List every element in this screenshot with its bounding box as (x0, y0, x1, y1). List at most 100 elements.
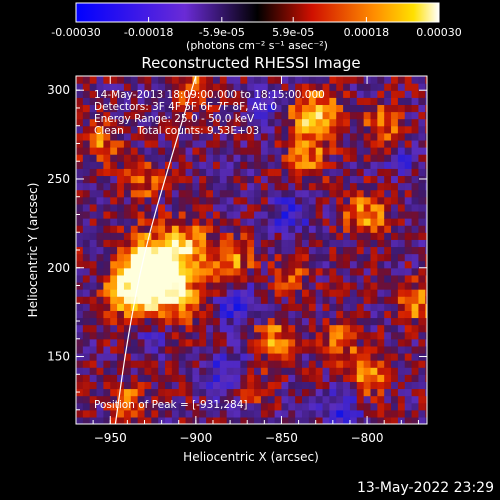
heatmap-cell (137, 168, 146, 177)
heatmap-cell (274, 182, 283, 191)
heatmap-cell (260, 90, 269, 98)
heatmap-cell (384, 324, 392, 333)
heatmap-cell (254, 367, 262, 375)
heatmap-cell (281, 196, 289, 205)
heatmap-cell (82, 239, 91, 248)
heatmap-cell (178, 196, 187, 205)
heatmap-cell (315, 104, 324, 113)
heatmap-cell (240, 324, 248, 333)
heatmap-cell (110, 374, 118, 382)
heatmap-cell (178, 76, 187, 84)
heatmap-cell (274, 210, 283, 219)
heatmap-cell (212, 267, 221, 276)
heatmap-cell (233, 402, 241, 411)
heatmap-cell (411, 232, 420, 240)
heatmap-cell (130, 104, 139, 113)
heatmap-cell (336, 97, 344, 106)
heatmap-cell (158, 260, 166, 269)
heatmap-cell (130, 125, 139, 134)
heatmap-cell (384, 267, 392, 276)
heatmap-cell (103, 83, 111, 91)
heatmap-cell (308, 203, 317, 212)
heatmap-cell (178, 360, 187, 368)
heatmap-cell (212, 246, 221, 255)
heatmap-cell (192, 246, 200, 255)
heatmap-cell (199, 317, 207, 326)
heatmap-cell (322, 147, 331, 155)
heatmap-cell (192, 125, 200, 134)
heatmap-cell (76, 402, 84, 411)
heatmap-cell (192, 232, 200, 240)
heatmap-cell (89, 402, 98, 411)
heatmap-cell (185, 189, 194, 198)
heatmap-cell (185, 345, 194, 354)
heatmap-cell (315, 182, 324, 191)
heatmap-cell (110, 303, 118, 311)
heatmap-cell (343, 175, 351, 184)
heatmap-cell (404, 175, 413, 184)
heatmap-cell (336, 367, 344, 375)
heatmap-cell (219, 175, 228, 184)
heatmap-cell (165, 118, 173, 127)
heatmap-cell (137, 139, 146, 148)
heatmap-cell (315, 289, 324, 297)
heatmap-cell (226, 182, 235, 191)
heatmap-cell (137, 147, 146, 155)
heatmap-cell (315, 317, 324, 326)
heatmap-cell (302, 239, 310, 248)
heatmap-cell (281, 317, 289, 326)
heatmap-cell (89, 203, 98, 212)
heatmap-cell (356, 154, 365, 162)
heatmap-cell (76, 161, 84, 169)
heatmap-cell (185, 317, 194, 326)
heatmap-cell (260, 132, 269, 141)
heatmap-cell (322, 175, 331, 184)
heatmap-cell (336, 168, 344, 177)
heatmap-cell (411, 253, 420, 262)
heatmap-cell (397, 76, 406, 84)
heatmap-cell (308, 246, 317, 255)
heatmap-cell (96, 239, 104, 248)
heatmap-cell (281, 331, 289, 340)
heatmap-cell (219, 289, 228, 297)
heatmap-cell (281, 111, 289, 120)
heatmap-cell (384, 139, 392, 148)
heatmap-cell (336, 104, 344, 113)
heatmap-cell (96, 218, 104, 226)
heatmap-cell (418, 161, 426, 169)
heatmap-cell (356, 83, 365, 91)
heatmap-cell (363, 175, 372, 184)
heatmap-cell (103, 402, 111, 411)
heatmap-cell (123, 182, 132, 191)
heatmap-cell (295, 97, 303, 106)
heatmap-cell (295, 147, 303, 155)
heatmap-cell (267, 132, 276, 141)
colorbar-unit-label: (photons cm⁻² s⁻¹ asec⁻²) (186, 39, 328, 52)
heatmap-cell (247, 246, 255, 255)
heatmap-cell (96, 352, 104, 361)
heatmap-cell (356, 409, 365, 418)
heatmap-cell (384, 260, 392, 269)
heatmap-cell (226, 210, 235, 219)
heatmap-cell (363, 388, 372, 397)
heatmap-cell (267, 274, 276, 283)
heatmap-cell (418, 239, 426, 248)
heatmap-cell (288, 189, 296, 198)
heatmap-cell (192, 345, 200, 354)
heatmap-cell (349, 139, 358, 148)
heatmap-cell (267, 374, 276, 382)
heatmap-cell (295, 83, 303, 91)
heatmap-cell (308, 345, 317, 354)
heatmap-cell (151, 225, 159, 233)
heatmap-cell (343, 161, 351, 169)
heatmap-cell (404, 139, 413, 148)
heatmap-cell (322, 296, 331, 304)
heatmap-cell (288, 225, 296, 233)
heatmap-cell (425, 132, 427, 141)
heatmap-cell (336, 374, 344, 382)
heatmap-cell (295, 232, 303, 240)
heatmap-cell (158, 360, 166, 368)
heatmap-cell (418, 324, 426, 333)
heatmap-cell (185, 203, 194, 212)
heatmap-cell (199, 147, 207, 155)
